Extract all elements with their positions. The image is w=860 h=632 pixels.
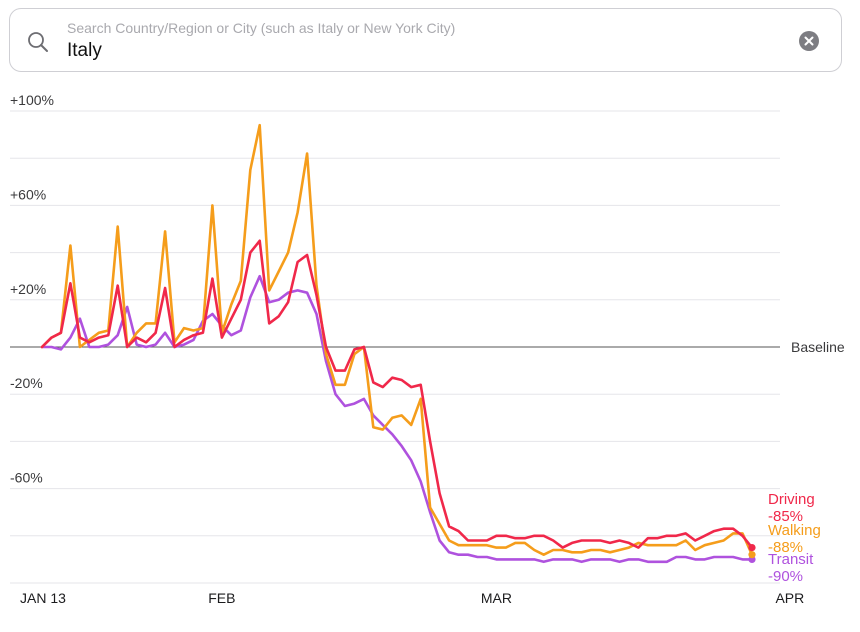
driving-legend-value: -85%	[768, 508, 803, 525]
baseline-label: Baseline	[791, 339, 845, 355]
x-axis-ticks: JAN 13FEBMARAPRAPR 13	[20, 590, 804, 606]
y-tick-label: +100%	[10, 92, 54, 108]
end-labels: Driving-85%Walking-88%Transit-90%	[768, 491, 821, 585]
search-input[interactable]	[67, 40, 767, 62]
gridlines	[10, 110, 780, 584]
series-lines	[40, 123, 756, 564]
walking-end-point	[748, 551, 756, 559]
y-tick-label: +20%	[10, 281, 46, 297]
x-tick-label: JAN 13	[20, 590, 66, 606]
walking-legend-value: -88%	[768, 539, 803, 556]
search-placeholder: Search Country/Region or City (such as I…	[67, 20, 456, 36]
search-bar[interactable]: Search Country/Region or City (such as I…	[9, 8, 842, 72]
walking-legend-name: Walking	[768, 522, 821, 539]
driving-legend-name: Driving	[768, 491, 815, 508]
transit-legend-value: -90%	[768, 568, 803, 585]
close-icon	[804, 36, 814, 46]
x-tick-label: MAR	[481, 590, 512, 606]
y-tick-label: -20%	[10, 375, 43, 391]
x-tick-label: APR	[775, 590, 804, 606]
y-tick-label: -60%	[10, 470, 43, 486]
driving-end-point	[748, 544, 756, 552]
y-tick-label: +60%	[10, 186, 46, 202]
transit-line	[40, 274, 754, 564]
y-axis-ticks: +100% +60% +20% -20% -60%	[10, 92, 54, 486]
x-tick-label: FEB	[208, 590, 235, 606]
transit-legend-name: Transit	[768, 551, 814, 568]
clear-search-button[interactable]	[799, 31, 819, 51]
driving-line	[40, 239, 754, 549]
search-icon	[27, 31, 49, 53]
